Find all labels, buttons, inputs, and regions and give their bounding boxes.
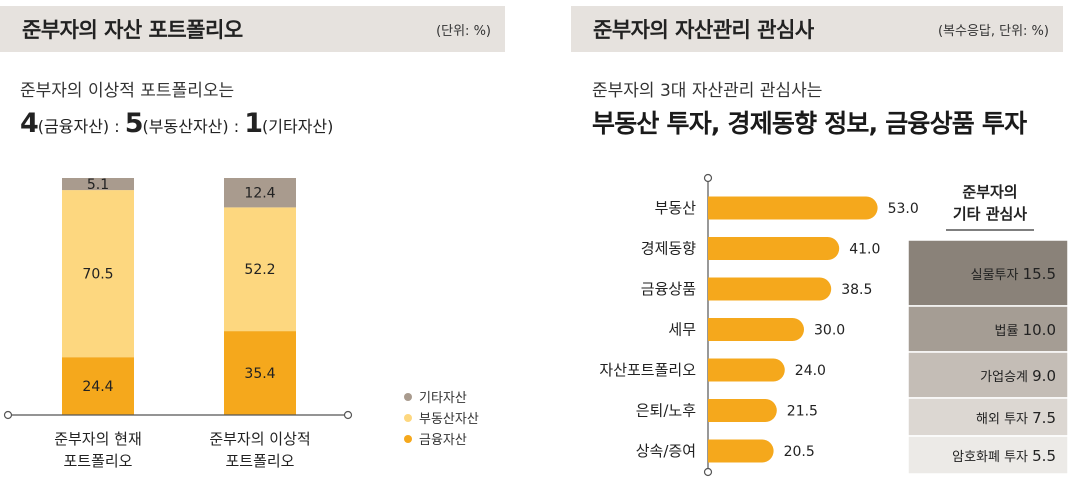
legend-marker (404, 393, 412, 401)
ratio-financial-number: 4 (20, 108, 39, 139)
ratio-other-number: 1 (244, 108, 263, 139)
hbar-5 (708, 358, 785, 382)
ratio-financial-label: (금융자산) (37, 117, 110, 136)
legend-label: 금융자산 (419, 433, 467, 448)
left-panel-subtitle: 준부자의 이상적 포트폴리오는 (20, 81, 235, 101)
other-interest-value: 5.5 (1032, 447, 1056, 465)
hbar-4 (708, 318, 805, 341)
ratio-real-estate-label: (부동산자산) (142, 117, 229, 136)
left-panel-unit: (단위: %) (436, 23, 491, 39)
stacked-bar-value-label: 24.4 (82, 379, 113, 395)
ideal-ratio-line: 4(금융자산) : 5(부동산자산) : 1(기타자산) (20, 108, 333, 139)
ratio-separator: : (233, 117, 240, 136)
stacked-bar-segment-3-1 (62, 178, 134, 191)
baseline-endpoint (3, 410, 13, 420)
left-panel-header: 준부자의 자산 포트폴리오 (단위: %) (0, 6, 505, 52)
other-interests-title: 기타 관심사 (953, 205, 1027, 223)
hbar-value-label: 20.5 (784, 444, 815, 460)
other-interest-label: 실물투자 (971, 268, 1023, 283)
hbar-value-label: 30.0 (814, 323, 845, 339)
hbar-3 (708, 277, 832, 301)
other-interest-label: 법률 (995, 324, 1023, 339)
stacked-bar-segment-2-1 (62, 190, 134, 358)
other-interests-row-1 (907, 239, 1069, 307)
hbar-category-label: 은퇴/노후 (636, 402, 696, 420)
other-interests-row-text: 해외 투자 7.5 (976, 409, 1056, 427)
right-panel-unit: (복수응답, 단위: %) (937, 23, 1049, 39)
legend-marker (404, 435, 412, 443)
right-panel-title: 준부자의 자산관리 관심사 (593, 18, 814, 42)
stacked-bar-segment-1-1 (62, 357, 134, 415)
other-interest-label: 해외 투자 (976, 412, 1032, 427)
axis-endpoint (703, 467, 713, 477)
stacked-bar-category-label: 준부자의 이상적 (209, 430, 310, 448)
other-interests-row-5 (907, 435, 1069, 475)
stacked-bar-value-label: 52.2 (244, 262, 275, 278)
other-interest-value: 10.0 (1023, 321, 1056, 339)
hbar-7 (708, 439, 774, 463)
hbar-category-label: 경제동향 (641, 240, 696, 258)
right-panel-subtitle: 준부자의 3대 자산관리 관심사는 (592, 81, 823, 101)
stacked-bar-value-label: 70.5 (82, 267, 113, 283)
hbar-1 (708, 196, 878, 220)
stacked-bar-value-label: 12.4 (244, 186, 275, 202)
stacked-bar-segment-3-2 (224, 178, 296, 208)
other-interest-label: 가업승계 (980, 370, 1032, 385)
other-interest-value: 9.0 (1032, 367, 1056, 385)
baseline-endpoint (343, 410, 353, 420)
right-panel-headline: 부동산 투자, 경제동향 정보, 금융상품 투자 (592, 109, 1027, 138)
hbar-value-label: 53.0 (888, 201, 919, 217)
stacked-bar-segment-1-2 (224, 331, 296, 415)
hbar-2 (708, 237, 840, 260)
hbar-category-label: 세무 (668, 321, 696, 339)
ratio-other-label: (기타자산) (262, 117, 334, 136)
other-interests-title: 준부자의 (962, 183, 1017, 201)
legend-label: 기타자산 (419, 391, 467, 406)
hbar-category-label: 상속/증여 (636, 442, 696, 460)
ratio-separator: : (114, 117, 120, 136)
other-interest-label: 암호화폐 투자 (952, 450, 1032, 465)
stacked-bar-segment-2-2 (224, 207, 296, 332)
other-interests-row-text: 암호화폐 투자 5.5 (952, 447, 1056, 465)
hbar-6 (708, 399, 777, 422)
hbar-value-label: 38.5 (841, 282, 872, 298)
other-interests-row-text: 법률 10.0 (995, 321, 1056, 339)
legend-label: 부동산자산 (419, 412, 479, 427)
other-interest-value: 7.5 (1032, 409, 1056, 427)
other-interests-row-3 (907, 351, 1069, 399)
hbar-category-label: 자산포트폴리오 (599, 361, 696, 379)
stacked-bar-category-label: 포트폴리오 (225, 452, 294, 470)
axis-endpoint (703, 173, 713, 183)
stacked-bar-category-label: 포트폴리오 (63, 452, 132, 470)
other-interests-row-4 (907, 397, 1069, 437)
hbar-category-label: 부동산 (655, 199, 697, 217)
hbar-category-label: 금융상품 (641, 280, 696, 298)
hbar-value-label: 41.0 (849, 242, 880, 258)
other-interest-value: 15.5 (1023, 265, 1056, 283)
hbar-value-label: 24.0 (795, 363, 826, 379)
stacked-bar-category-label: 준부자의 현재 (54, 430, 142, 448)
ratio-real-estate-number: 5 (124, 108, 144, 139)
right-panel-header: 준부자의 자산관리 관심사 (복수응답, 단위: %) (571, 6, 1063, 52)
legend-marker (404, 414, 412, 422)
hbar-value-label: 21.5 (787, 404, 818, 420)
stacked-bar-value-label: 35.4 (244, 366, 275, 382)
other-interests-row-text: 가업승계 9.0 (980, 367, 1056, 385)
left-panel-title: 준부자의 자산 포트폴리오 (22, 18, 243, 42)
other-interests-row-2 (907, 305, 1069, 353)
other-interests-row-text: 실물투자 15.5 (971, 265, 1056, 283)
stacked-bar-value-label: 5.1 (87, 177, 109, 193)
